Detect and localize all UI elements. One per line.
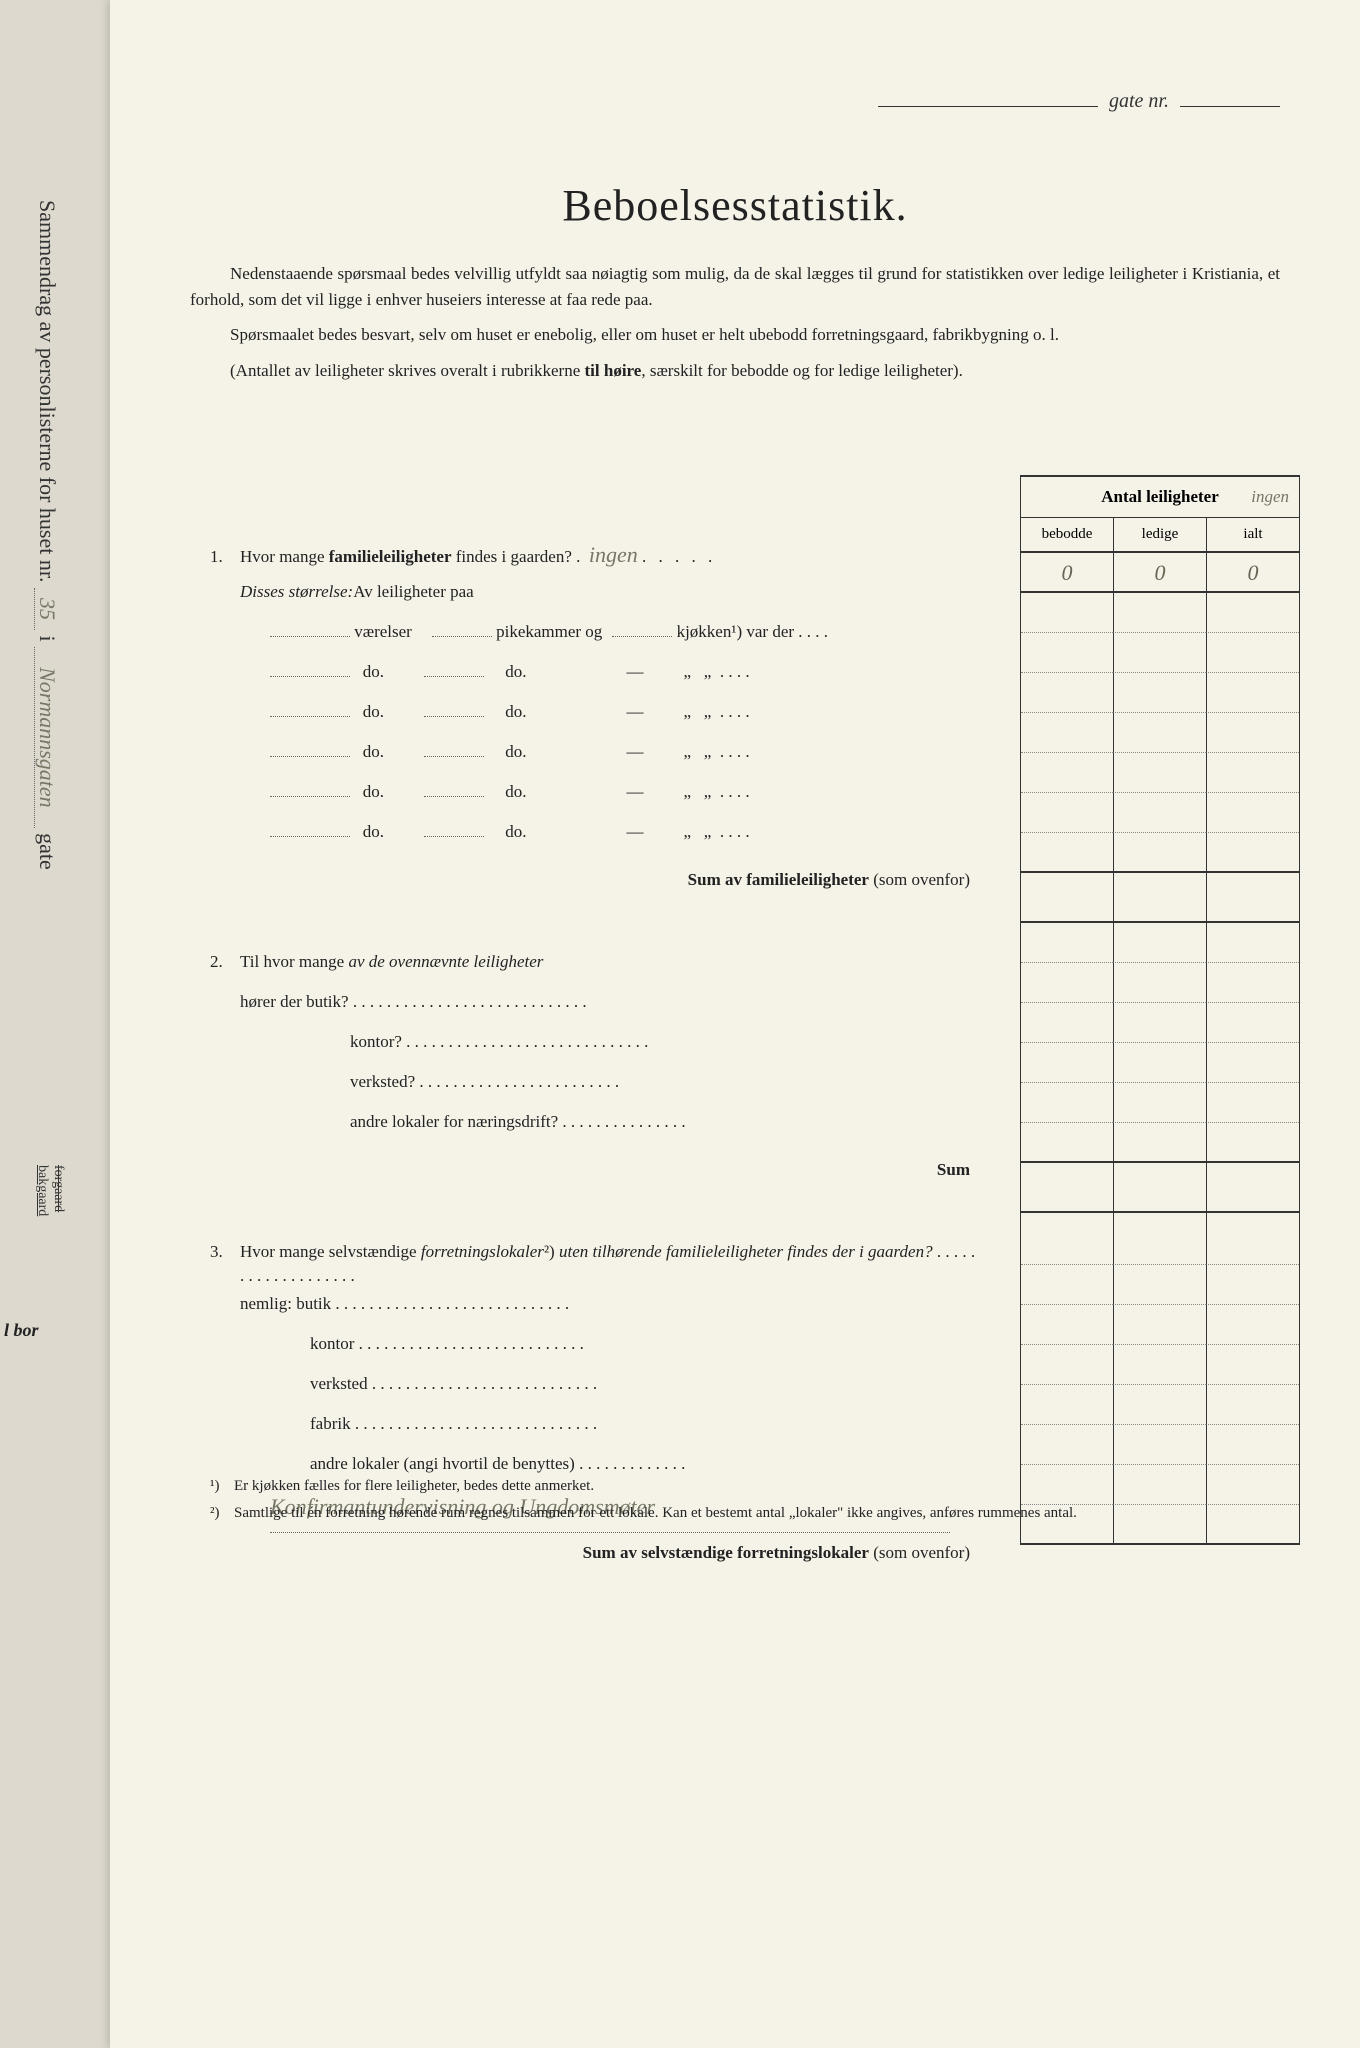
- intro-p3c: , særskilt for bebodde og for ledige lei…: [641, 361, 963, 380]
- intro-p1: Nedenstaaende spørsmaal bedes velvillig …: [190, 261, 1280, 312]
- col-bebodde: bebodde: [1021, 518, 1113, 553]
- q2-sum: Sum: [210, 1150, 980, 1190]
- q2-text: Til hvor mange av de ovennævnte leilighe…: [240, 950, 980, 974]
- q3-nemlig: nemlig: butik . . . . . . . . . . . . . …: [240, 1292, 980, 1332]
- intro-p3: (Antallet av leiligheter skrives overalt…: [190, 358, 1280, 384]
- cell-1-1: 0: [1021, 553, 1113, 593]
- q3-verksted: verksted . . . . . . . . . . . . . . . .…: [310, 1372, 980, 1412]
- table-row: [1021, 1305, 1299, 1345]
- table-row: [1021, 1425, 1299, 1465]
- table-row-sum2: [1021, 1123, 1299, 1163]
- q2-andre: andre lokaler for næringsdrift? . . . . …: [350, 1110, 980, 1150]
- table-header-hand: ingen: [1251, 487, 1289, 507]
- table-header-main: Antal leiligheter ingen: [1021, 477, 1299, 518]
- q2-kontor: kontor? . . . . . . . . . . . . . . . . …: [350, 1030, 980, 1070]
- document-page: gate nr. Beboelsesstatistik. Nedenstaaen…: [110, 0, 1360, 2048]
- table-row: [1021, 713, 1299, 753]
- q2-verksted: verksted? . . . . . . . . . . . . . . . …: [350, 1070, 980, 1110]
- questions-area: 1. Hvor mange familieleiligheter findes …: [210, 540, 980, 1573]
- forgaard-bakgaard: forgaard bakgaard: [34, 1165, 66, 1216]
- table-row: [1021, 1385, 1299, 1425]
- q3-text: Hvor mange selvstændige forretningslokal…: [240, 1240, 980, 1288]
- intro-p3a: (Antallet av leiligheter skrives overalt…: [230, 361, 585, 380]
- bor-label: l bor: [4, 1320, 39, 1341]
- table-row: [1021, 753, 1299, 793]
- q3-sum: Sum av selvstændige forretningslokaler (…: [210, 1533, 980, 1573]
- q2-row: 2. Til hvor mange av de ovennævnte leili…: [210, 950, 980, 990]
- table-row: [1021, 1003, 1299, 1043]
- footnote-2: ²) Samtlige til én forretning hørende ru…: [210, 1502, 1310, 1525]
- q1-do-row: do. do. — „ „ . . . .: [270, 780, 980, 820]
- table-row: [1021, 1043, 1299, 1083]
- q1-sum: Sum av familieleiligheter (som ovenfor): [210, 860, 980, 900]
- q1-row: 1. Hvor mange familieleiligheter findes …: [210, 540, 980, 580]
- intro-p1-text: Nedenstaaende spørsmaal bedes velvillig …: [190, 264, 1280, 309]
- table-row: [1021, 633, 1299, 673]
- margin-house-nr: 35: [34, 588, 60, 630]
- table-row: [1021, 1213, 1299, 1265]
- table-row: [1021, 593, 1299, 633]
- table-row: [1021, 673, 1299, 713]
- q1-do-row: do. do. — „ „ . . . .: [270, 740, 980, 780]
- margin-vertical-text: Sammendrag av personlisterne for huset n…: [34, 200, 60, 1000]
- left-margin-strip: Sammendrag av personlisterne for huset n…: [0, 0, 110, 2048]
- q1-num: 1.: [210, 545, 240, 569]
- intro-p2: Spørsmaalet bedes besvart, selv om huset…: [190, 322, 1280, 348]
- table-row-gap: [1021, 873, 1299, 923]
- bakgaard-label: bakgaard: [35, 1165, 50, 1216]
- table-row: [1021, 1345, 1299, 1385]
- gate-nr-label: gate nr.: [1109, 90, 1169, 112]
- cell-1-3: 0: [1206, 553, 1299, 593]
- cell-1-2: 0: [1113, 553, 1206, 593]
- table-header-cols: bebodde ledige ialt: [1021, 518, 1299, 553]
- q1-disses: Disses størrelse: Av leiligheter paa: [240, 580, 980, 620]
- table-row: [1021, 963, 1299, 1003]
- table-row-gap2: [1021, 1163, 1299, 1213]
- q1-text: Hvor mange familieleiligheter findes i g…: [240, 540, 980, 571]
- page-title: Beboelsesstatistik.: [170, 180, 1300, 231]
- gate-nr-field: gate nr.: [878, 90, 1280, 113]
- q2-num: 2.: [210, 950, 240, 974]
- margin-street-hand: Normannsgaten: [34, 647, 60, 828]
- forgaard-label: forgaard: [51, 1165, 66, 1212]
- table-row-1: 0 0 0: [1021, 553, 1299, 593]
- q1-hand: ingen: [589, 542, 638, 567]
- q3-kontor: kontor . . . . . . . . . . . . . . . . .…: [310, 1332, 980, 1372]
- q3-fabrik: fabrik . . . . . . . . . . . . . . . . .…: [310, 1412, 980, 1452]
- q2-butik: hører der butik? . . . . . . . . . . . .…: [240, 990, 980, 1030]
- col-ialt: ialt: [1206, 518, 1299, 553]
- table-header: Antal leiligheter ingen bebodde ledige i…: [1020, 475, 1300, 553]
- footnotes: ¹) Er kjøkken fælles for flere leilighet…: [210, 1475, 1310, 1528]
- col-ledige: ledige: [1113, 518, 1206, 553]
- table-body: 0 0 0: [1020, 553, 1300, 1545]
- q1-do-row: do. do. — „ „ . . . .: [270, 820, 980, 860]
- intro-p3b: til høire: [585, 361, 642, 380]
- q3-num: 3.: [210, 1240, 240, 1264]
- margin-gate-label: gate: [35, 833, 60, 870]
- margin-i: i: [35, 635, 60, 641]
- table-row: [1021, 1083, 1299, 1123]
- table-row: [1021, 923, 1299, 963]
- q3-row: 3. Hvor mange selvstændige forretningslo…: [210, 1240, 980, 1292]
- margin-summary-label: Sammendrag av personlisterne for huset n…: [35, 200, 60, 582]
- footnote-1: ¹) Er kjøkken fælles for flere leilighet…: [210, 1475, 1310, 1498]
- table-row-sum1: [1021, 833, 1299, 873]
- q1-do-row: do. do. — „ „ . . . .: [270, 700, 980, 740]
- table-row: [1021, 793, 1299, 833]
- q1-size-row-1: værelser pikekammer og kjøkken¹) var der…: [270, 620, 980, 660]
- intro-p2-text: Spørsmaalet bedes besvart, selv om huset…: [230, 325, 1059, 344]
- table-row: [1021, 1265, 1299, 1305]
- count-table: Antal leiligheter ingen bebodde ledige i…: [1020, 475, 1300, 1545]
- q1-do-row: do. do. — „ „ . . . .: [270, 660, 980, 700]
